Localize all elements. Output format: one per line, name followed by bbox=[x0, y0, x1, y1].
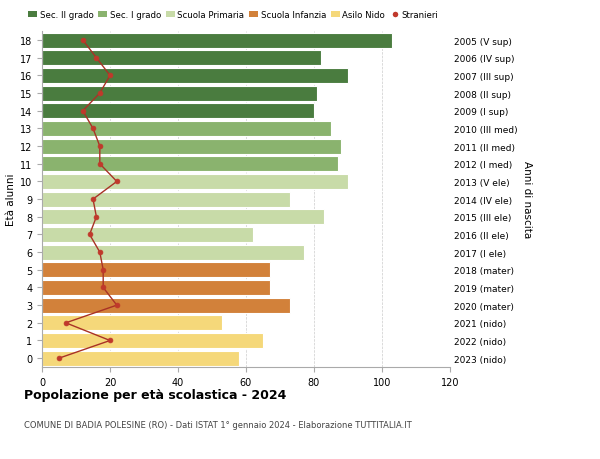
Y-axis label: Anni di nascita: Anni di nascita bbox=[521, 161, 532, 238]
Bar bbox=[42, 333, 263, 348]
Bar bbox=[42, 228, 253, 242]
Bar bbox=[42, 122, 331, 137]
Bar bbox=[42, 192, 290, 207]
Bar bbox=[42, 69, 348, 84]
Bar bbox=[42, 139, 341, 154]
Bar bbox=[42, 263, 270, 278]
Text: COMUNE DI BADIA POLESINE (RO) - Dati ISTAT 1° gennaio 2024 - Elaborazione TUTTIT: COMUNE DI BADIA POLESINE (RO) - Dati IST… bbox=[24, 420, 412, 429]
Bar bbox=[42, 157, 338, 172]
Text: Popolazione per età scolastica - 2024: Popolazione per età scolastica - 2024 bbox=[24, 388, 286, 401]
Bar bbox=[42, 316, 222, 330]
Bar bbox=[42, 298, 290, 313]
Bar bbox=[42, 104, 314, 119]
Legend: Sec. II grado, Sec. I grado, Scuola Primaria, Scuola Infanzia, Asilo Nido, Stran: Sec. II grado, Sec. I grado, Scuola Prim… bbox=[28, 11, 438, 20]
Bar bbox=[42, 174, 348, 190]
Bar bbox=[42, 51, 321, 66]
Bar bbox=[42, 245, 304, 260]
Bar bbox=[42, 34, 392, 49]
Bar bbox=[42, 280, 270, 295]
Bar bbox=[42, 351, 239, 366]
Bar bbox=[42, 210, 324, 225]
Y-axis label: Età alunni: Età alunni bbox=[6, 174, 16, 226]
Bar bbox=[42, 86, 317, 101]
